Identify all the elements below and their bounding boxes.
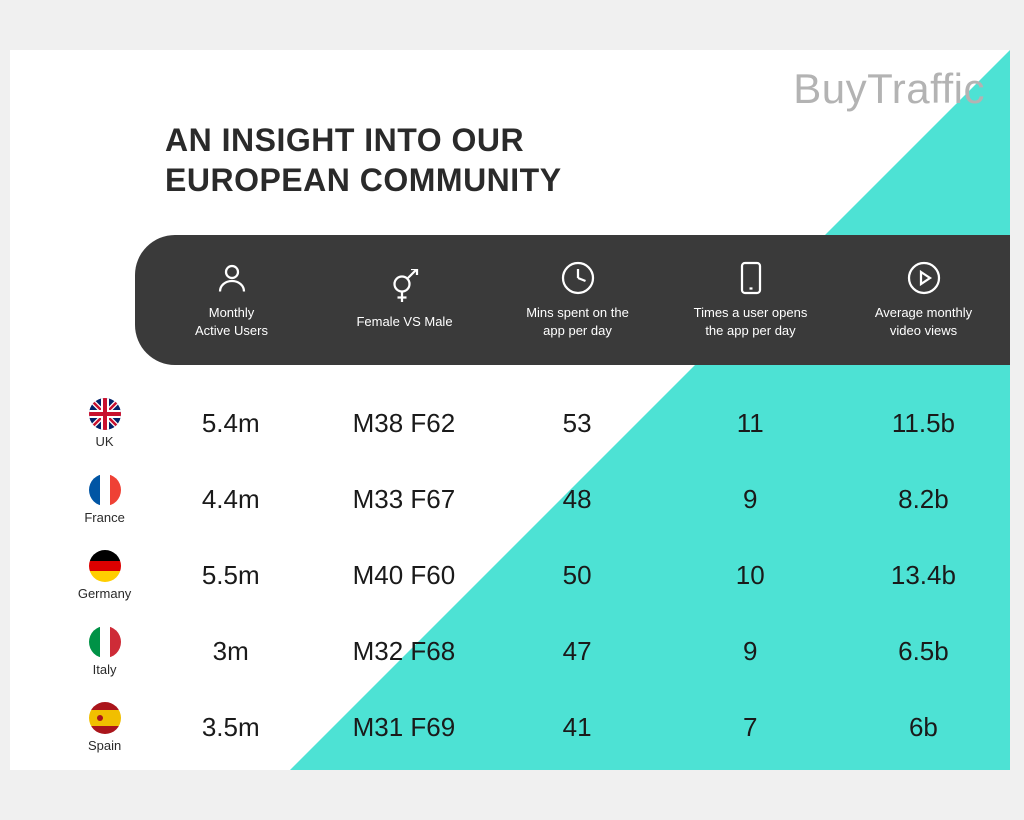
- country-cell: Germany: [10, 550, 144, 601]
- italy-flag-icon: [89, 626, 121, 658]
- header-video-views: Average monthly video views: [837, 260, 1010, 339]
- cell-views: 13.4b: [837, 560, 1010, 591]
- cell-mau: 3m: [144, 636, 317, 667]
- country-cell: France: [10, 474, 144, 525]
- germany-flag-icon: [89, 550, 121, 582]
- cell-gender: M40 F60: [317, 560, 490, 591]
- country-name: Italy: [93, 662, 117, 677]
- header-mins-spent: Mins spent on the app per day: [491, 260, 664, 339]
- header-female-vs-male: Female VS Male: [318, 269, 491, 331]
- cell-mau: 5.4m: [144, 408, 317, 439]
- header-label: Mins spent on the app per day: [526, 304, 629, 339]
- cell-mins: 53: [491, 408, 664, 439]
- gender-icon: [387, 269, 423, 305]
- cell-opens: 11: [664, 408, 837, 439]
- phone-icon: [733, 260, 769, 296]
- header-label: Female VS Male: [356, 313, 452, 331]
- country-cell: Spain: [10, 702, 144, 753]
- country-name: Germany: [78, 586, 131, 601]
- header-label: Times a user opens the app per day: [694, 304, 808, 339]
- cell-mins: 41: [491, 712, 664, 743]
- cell-opens: 7: [664, 712, 837, 743]
- cell-views: 8.2b: [837, 484, 1010, 515]
- table-row-italy: Italy 3m M32 F68 47 9 6.5b: [10, 613, 1010, 689]
- table-row-france: France 4.4m M33 F67 48 9 8.2b: [10, 461, 1010, 537]
- cell-mins: 47: [491, 636, 664, 667]
- column-header-bar: Monthly Active Users Female VS Male Mins…: [135, 235, 1010, 365]
- slide-title: AN INSIGHT INTO OUREUROPEAN COMMUNITY: [165, 120, 562, 200]
- table-row-germany: Germany 5.5m M40 F60 50 10 13.4b: [10, 537, 1010, 613]
- country-name: France: [84, 510, 124, 525]
- cell-gender: M33 F67: [317, 484, 490, 515]
- cell-views: 6.5b: [837, 636, 1010, 667]
- cell-mau: 3.5m: [144, 712, 317, 743]
- france-flag-icon: [89, 474, 121, 506]
- cell-mins: 48: [491, 484, 664, 515]
- cell-opens: 9: [664, 484, 837, 515]
- cell-opens: 10: [664, 560, 837, 591]
- cell-views: 6b: [837, 712, 1010, 743]
- table-row-spain: Spain 3.5m M31 F69 41 7 6b: [10, 689, 1010, 765]
- cell-views: 11.5b: [837, 408, 1010, 439]
- slide-container: BuyTraffic AN INSIGHT INTO OUREUROPEAN C…: [10, 50, 1010, 770]
- country-cell: Italy: [10, 626, 144, 677]
- user-icon: [214, 260, 250, 296]
- spain-flag-icon: [89, 702, 121, 734]
- cell-gender: M38 F62: [317, 408, 490, 439]
- table-row-uk: UK 5.4m M38 F62 53 11 11.5b: [10, 385, 1010, 461]
- cell-mins: 50: [491, 560, 664, 591]
- country-name: UK: [96, 434, 114, 449]
- header-monthly-active-users: Monthly Active Users: [145, 260, 318, 339]
- data-table: UK 5.4m M38 F62 53 11 11.5b France 4.4m …: [10, 385, 1010, 765]
- uk-flag-icon: [89, 398, 121, 430]
- cell-mau: 5.5m: [144, 560, 317, 591]
- cell-gender: M31 F69: [317, 712, 490, 743]
- header-label: Monthly Active Users: [195, 304, 268, 339]
- play-icon: [906, 260, 942, 296]
- header-times-opened: Times a user opens the app per day: [664, 260, 837, 339]
- country-name: Spain: [88, 738, 121, 753]
- country-cell: UK: [10, 398, 144, 449]
- cell-gender: M32 F68: [317, 636, 490, 667]
- clock-icon: [560, 260, 596, 296]
- cell-mau: 4.4m: [144, 484, 317, 515]
- cell-opens: 9: [664, 636, 837, 667]
- header-label: Average monthly video views: [875, 304, 972, 339]
- watermark-text: BuyTraffic: [793, 65, 985, 113]
